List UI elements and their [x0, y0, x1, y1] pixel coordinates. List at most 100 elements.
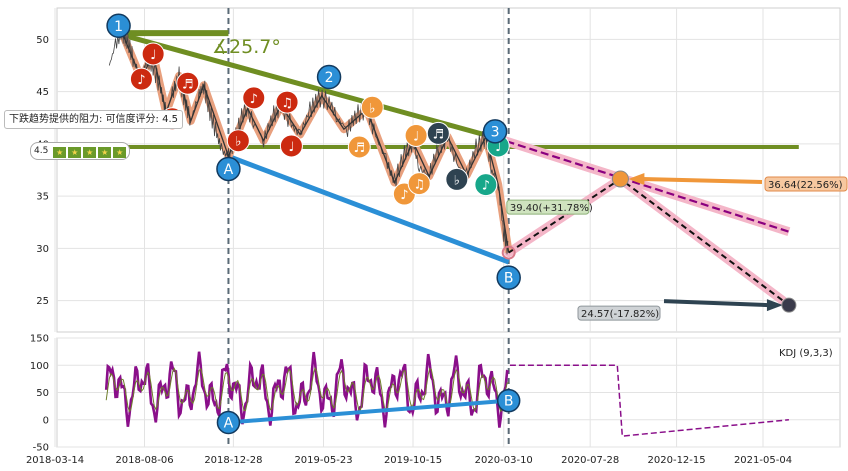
point-circle: [496, 265, 521, 290]
kdj-point-a: A: [216, 410, 241, 435]
rating-stars: ★ ★ ★ ★ ★: [51, 146, 127, 158]
x-tick-label: 2018-03-14: [26, 455, 84, 466]
note-marker-circle: [129, 67, 153, 91]
price-tick-label: 30: [36, 244, 49, 255]
star-icon: ★: [113, 147, 127, 158]
kdj-forecast: [509, 364, 789, 437]
upper-trend-line: [114, 30, 496, 141]
kdj-tick-label: 150: [30, 334, 49, 345]
note-icon: ♬: [182, 77, 194, 92]
note-marker: ♬: [176, 71, 200, 95]
projection-label-box: [764, 176, 848, 192]
note-icon: ♭: [369, 101, 375, 116]
x-tick-label: 2018-08-06: [115, 455, 173, 466]
price-tick-label: 45: [36, 87, 49, 98]
kdj-tick-label: 100: [30, 361, 49, 372]
point-text: 2: [325, 70, 334, 86]
note-icon: ♪: [137, 73, 145, 88]
star-icon: ★: [83, 147, 97, 158]
note-icon: ♫: [413, 178, 425, 193]
price-tick-label: 50: [36, 35, 49, 46]
price-panel-frame: [56, 7, 841, 333]
star-icon: ★: [53, 147, 67, 158]
note-icon: ♭: [235, 135, 241, 150]
note-icon: ♪: [482, 179, 490, 194]
note-marker: ♭: [226, 129, 250, 153]
note-icon: ♩: [150, 48, 156, 63]
x-tick-label: 2021-05-04: [734, 455, 792, 466]
note-marker: ♪: [474, 173, 498, 197]
kdj-tick-label: 0: [43, 415, 49, 426]
projection-label: 36.64(22.56%): [764, 176, 848, 192]
note-icon: ♩: [288, 140, 294, 155]
note-marker-circle: [275, 90, 299, 114]
upper-projection: [494, 136, 790, 233]
point-label-b: B: [496, 265, 521, 290]
x-tick-label: 2020-12-15: [648, 455, 706, 466]
lower-trend-line: [227, 154, 510, 265]
projection-label-box: [506, 199, 590, 215]
x-tick-label: 2020-07-28: [561, 455, 619, 466]
projection-label-text: 36.64(22.56%): [768, 180, 843, 191]
note-marker-circle: [141, 42, 165, 66]
point-circle: [106, 13, 131, 39]
point-circle: [216, 156, 241, 182]
projection-label: 24.57(-17.82%): [577, 305, 661, 321]
note-marker: ♪: [129, 67, 153, 91]
note-icon: ♩: [495, 140, 501, 155]
target-marker: [611, 170, 629, 188]
note-marker: ♫: [275, 90, 299, 114]
star-icon: ★: [68, 147, 82, 158]
kdj-signal-line: [105, 366, 509, 413]
kdj-tick-label: -50: [33, 443, 49, 454]
note-marker-circle: [407, 172, 431, 196]
note-marker: ♭: [445, 167, 469, 191]
kdj-point-b: B: [496, 388, 521, 413]
point-label-a: A: [216, 156, 241, 182]
note-icon: ♫: [281, 96, 293, 111]
kdj-trend-line: [228, 398, 509, 425]
point-text: B: [504, 271, 514, 287]
kdj-line: [104, 351, 510, 428]
target-marker: [501, 245, 516, 260]
pattern-core-line: [121, 32, 510, 253]
projection-arrow-head: [628, 172, 645, 185]
note-marker: ♩: [141, 42, 165, 66]
point-circle: [316, 64, 342, 90]
projection-arrow-head: [766, 299, 783, 312]
point-label-1: 1: [106, 13, 131, 39]
date-x-axis: 2018-03-14 2018-08-06 2018-12-28 2019-05-23…: [26, 455, 792, 466]
x-tick-label: 2020-03-10: [475, 455, 533, 466]
x-tick-label: 2019-05-23: [294, 455, 352, 466]
projection-arrow: [642, 176, 763, 184]
point-text: 1: [114, 19, 123, 35]
note-icon: ♪: [250, 92, 258, 107]
note-marker: ♫: [407, 172, 431, 196]
price-tick-label: 35: [36, 192, 49, 203]
note-icon: ♪: [400, 188, 408, 203]
note-marker: ♬: [347, 135, 371, 159]
point-text: 3: [491, 124, 500, 140]
kdj-tick-label: 50: [36, 388, 49, 399]
price-y-axis: 253035404550: [36, 35, 49, 307]
note-marker: ♩: [279, 134, 303, 158]
note-marker-circle: [347, 135, 371, 159]
projection-label-box: [577, 305, 661, 321]
point-circle: [482, 119, 508, 144]
rating-value: 4.5: [34, 146, 49, 156]
kdj-point-text: A: [224, 415, 234, 431]
angle-label: ∡25.7°: [212, 36, 281, 58]
point-label-3: 3: [482, 119, 508, 144]
kdj-title: KDJ (9,3,3): [779, 348, 833, 359]
note-marker: ♪: [242, 86, 266, 110]
point-label-2: 2: [316, 64, 342, 90]
projection-label: 39.40(+31.78%): [506, 199, 593, 215]
note-marker-circle: [426, 121, 450, 145]
note-icon: ♩: [413, 130, 419, 145]
projection-label-text: 39.40(+31.78%): [510, 203, 593, 214]
kdj-y-axis: -50 0 50 100 150: [30, 334, 49, 454]
star-icon: ★: [98, 147, 112, 158]
point-text: A: [224, 162, 234, 178]
note-marker-circle: [279, 134, 303, 158]
